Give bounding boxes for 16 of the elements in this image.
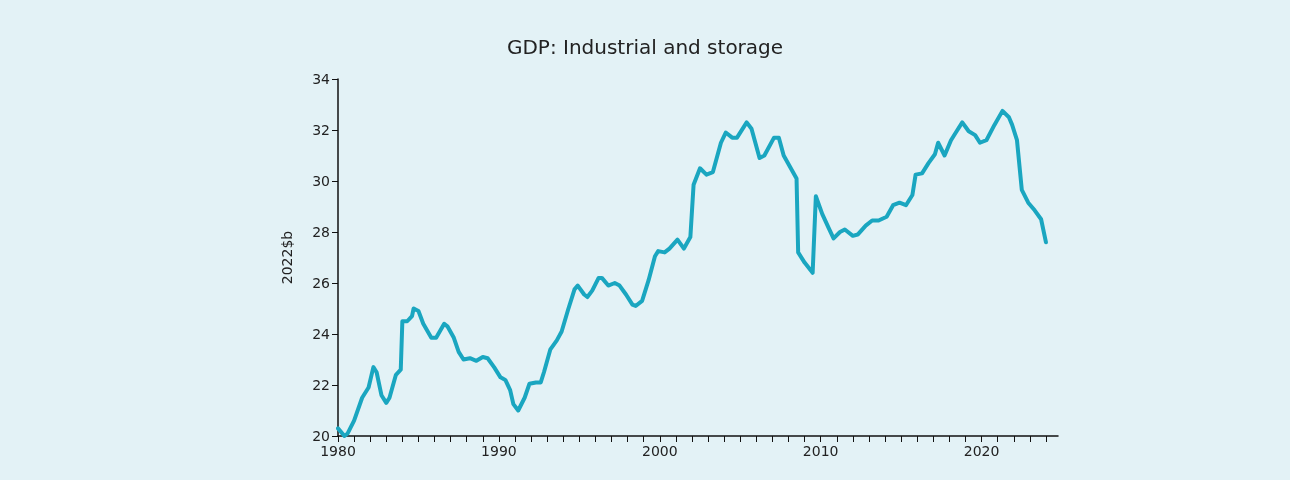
y-tick-label: 22 xyxy=(312,377,330,393)
line-series xyxy=(336,108,1048,438)
y-tick-label: 24 xyxy=(312,326,331,342)
x-tick-label: 2020 xyxy=(963,443,1000,459)
y-tick-label: 20 xyxy=(312,428,330,444)
x-tick-label: 1980 xyxy=(320,443,356,459)
y-tick-label: 30 xyxy=(312,173,330,189)
y-tick-label: 34 xyxy=(312,71,331,87)
y-tick-label: 28 xyxy=(312,224,330,240)
y-tick-label: 32 xyxy=(312,122,330,138)
chart-title: GDP: Industrial and storage xyxy=(506,35,784,59)
x-tick-label: 1990 xyxy=(481,443,517,459)
y-axis-title: 2022$b xyxy=(279,230,295,285)
x-tick-label: 2010 xyxy=(802,443,839,459)
y-tick-label: 26 xyxy=(312,275,331,291)
x-tick-label: 2000 xyxy=(641,443,678,459)
